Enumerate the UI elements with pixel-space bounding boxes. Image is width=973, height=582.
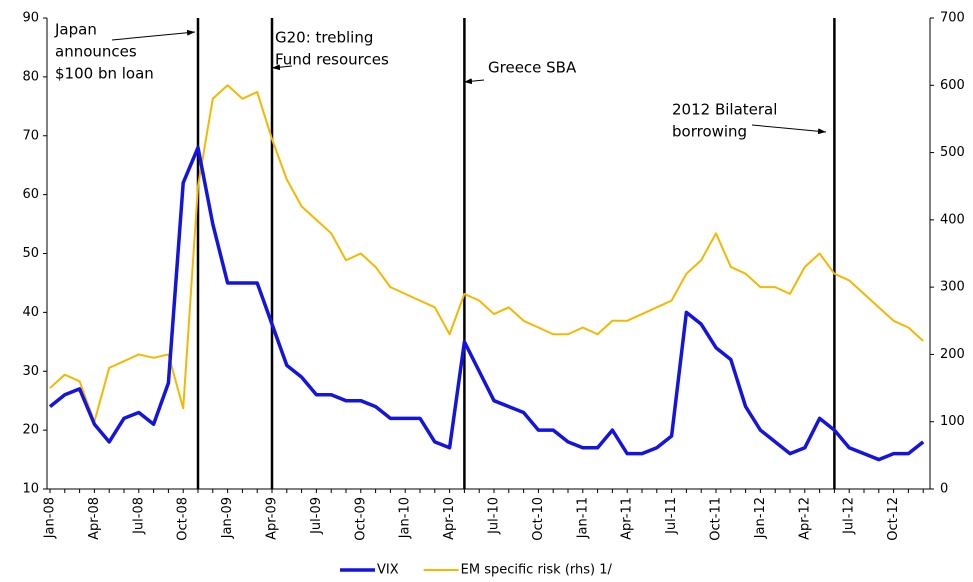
y2-tick-label: 200 (940, 347, 965, 362)
x-tick-label: Jul-11 (664, 497, 679, 535)
line-series (49, 84, 924, 423)
x-tick-label: Oct-10 (531, 497, 546, 541)
arrow (271, 64, 293, 71)
annotation: $100 bn loan (55, 65, 154, 83)
annotation: 2012 Bilateral (672, 101, 777, 119)
y2-tick-label: 300 (940, 280, 965, 295)
annotation: borrowing (672, 123, 747, 141)
arrow (111, 29, 196, 41)
y-tick-label: 80 (22, 69, 39, 84)
y2-tick-label: 100 (940, 414, 965, 429)
x-tick-label: Oct-11 (709, 497, 724, 541)
y2-tick-label: 0 (940, 482, 948, 497)
y2-tick-label: 600 (940, 78, 965, 93)
x-tick-label: Jan-12 (753, 497, 768, 539)
annotation: G20: trebling (275, 29, 373, 47)
y2-tick-label: 400 (940, 212, 965, 227)
x-tick-label: Jul-08 (131, 497, 146, 535)
y-tick-label: 30 (22, 364, 39, 379)
x-tick-label: Jan-08 (43, 497, 58, 539)
y-tick-label: 50 (22, 246, 39, 261)
x-tick-label: Jan-09 (220, 497, 235, 539)
x-tick-label: Jan-10 (398, 497, 413, 539)
x-tick-label: Apr-12 (797, 497, 812, 540)
annotation: Greece SBA (488, 59, 577, 77)
arrow (463, 78, 485, 85)
x-tick-label: Jul-12 (842, 497, 857, 535)
annotation: announces (55, 43, 137, 61)
y-tick-label: 10 (22, 482, 39, 497)
x-tick-label: Apr-09 (265, 497, 280, 540)
y-tick-label: 20 (22, 423, 39, 438)
x-tick-label: Oct-12 (886, 497, 901, 541)
y-tick-label: 60 (22, 187, 39, 202)
y-tick-label: 40 (22, 305, 39, 320)
x-tick-label: Apr-08 (87, 497, 102, 540)
x-tick-label: Jul-09 (309, 497, 324, 535)
x-tick-label: Apr-10 (442, 497, 457, 540)
annotation: Japan (54, 21, 97, 39)
x-tick-label: Oct-08 (176, 497, 191, 541)
y2-tick-label: 700 (940, 11, 965, 26)
annotation: Fund resources (275, 51, 389, 69)
x-tick-label: Jul-10 (487, 497, 502, 535)
y-tick-label: 90 (22, 11, 39, 26)
legend-label: VIX (377, 563, 399, 578)
x-tick-label: Oct-09 (353, 497, 368, 541)
arrow (751, 124, 827, 135)
x-tick-label: Jan-11 (575, 497, 590, 539)
y2-tick-label: 500 (940, 145, 965, 160)
line-series (48, 145, 925, 462)
x-tick-label: Apr-11 (620, 497, 635, 540)
y-tick-label: 70 (22, 128, 39, 143)
legend-label: EM specific risk (rhs) 1/ (461, 563, 613, 578)
